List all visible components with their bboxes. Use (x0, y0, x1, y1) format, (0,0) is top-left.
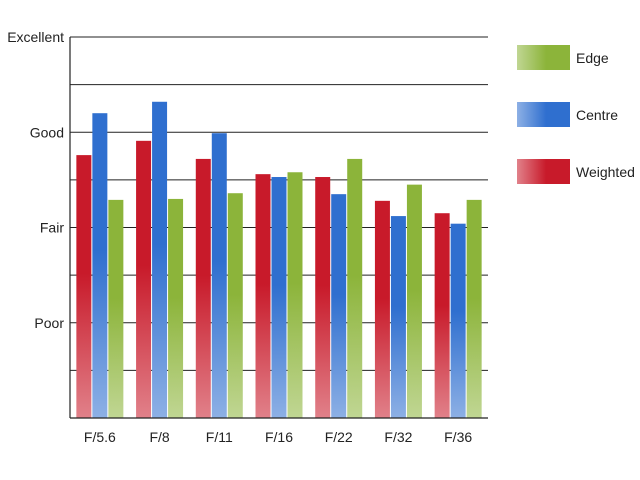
bar-weighted-f36 (434, 213, 450, 418)
bar-centre-f56 (92, 113, 108, 418)
axes (69, 37, 488, 419)
legend-swatch (517, 159, 570, 184)
x-tick-label: F/11 (206, 429, 233, 445)
bar-weighted-f11 (195, 158, 211, 419)
y-tick-label: Excellent (7, 29, 64, 45)
bar-edge-f8 (168, 198, 184, 418)
bar-centre-f36 (450, 223, 466, 418)
x-tick-label: F/22 (325, 429, 353, 445)
y-tick-label: Fair (40, 220, 64, 236)
x-tick-label: F/32 (384, 429, 412, 445)
y-tick-label: Poor (34, 315, 64, 331)
y-tick-labels: Poor Fair Good Excellent (7, 29, 64, 331)
bar-weighted-f22 (315, 177, 331, 418)
legend-item-edge: Edge (517, 45, 609, 70)
bar-edge-f11 (227, 193, 243, 418)
x-tick-label: F/8 (149, 429, 169, 445)
bar-centre-f22 (331, 194, 347, 418)
bars (76, 101, 482, 419)
x-tick-label: F/16 (265, 429, 293, 445)
bar-centre-f16 (271, 177, 287, 418)
legend-swatch (517, 45, 570, 70)
legend-item-weighted: Weighted (517, 159, 635, 184)
x-tick-labels: F/5.6 F/8 F/11 F/16 F/22 F/32 F/36 (84, 429, 472, 445)
legend-label: Centre (576, 107, 618, 123)
x-tick-label: F/36 (444, 429, 472, 445)
legend: Edge Centre Weighted (517, 45, 635, 184)
bar-weighted-f56 (76, 155, 92, 419)
legend-item-centre: Centre (517, 102, 618, 127)
legend-label: Edge (576, 50, 609, 66)
bar-centre-f8 (152, 101, 168, 419)
legend-label: Weighted (576, 164, 635, 180)
bar-weighted-f8 (136, 140, 152, 418)
x-tick-label: F/5.6 (84, 429, 116, 445)
bar-centre-f32 (390, 216, 406, 418)
bar-weighted-f16 (255, 174, 271, 418)
y-tick-label: Good (30, 124, 64, 140)
bar-edge-f56 (108, 199, 124, 418)
legend-swatch (517, 102, 570, 127)
bar-edge-f22 (347, 158, 363, 419)
bar-edge-f32 (406, 184, 422, 418)
bar-edge-f36 (466, 199, 482, 418)
bar-edge-f16 (287, 172, 303, 418)
bar-weighted-f32 (374, 200, 390, 418)
bar-centre-f11 (211, 133, 227, 418)
